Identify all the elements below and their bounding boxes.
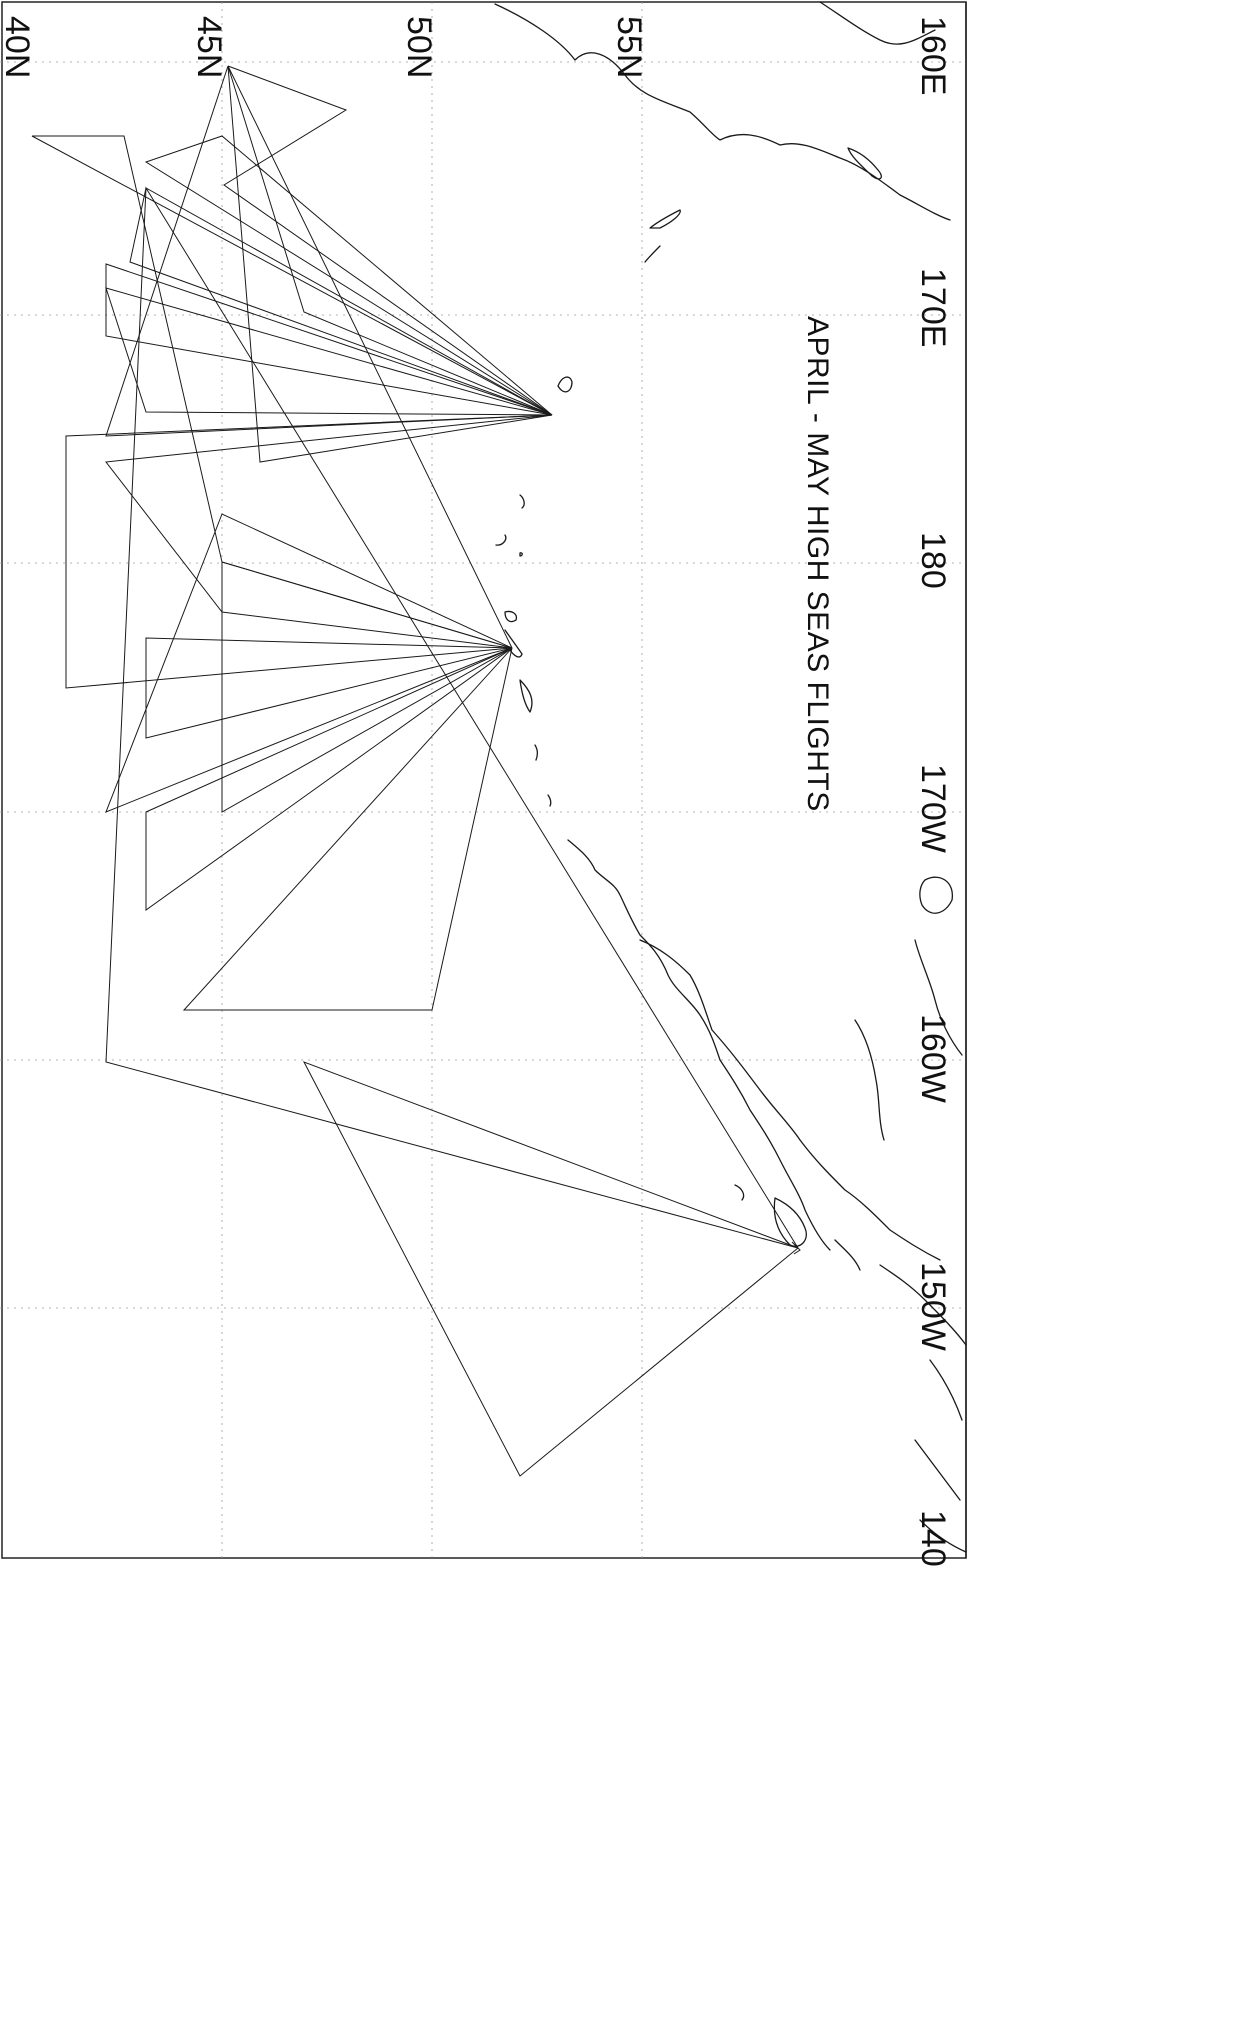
flight-track xyxy=(227,65,553,416)
commander-islands xyxy=(644,209,681,263)
lat-label-55n: 55N xyxy=(610,16,648,78)
flight-track xyxy=(227,65,553,463)
flight-track xyxy=(105,513,513,813)
kodiak-island xyxy=(734,1184,807,1247)
flight-track xyxy=(105,186,799,1249)
flight-tracks xyxy=(31,65,801,1477)
flight-track xyxy=(129,187,553,416)
flight-track xyxy=(791,1241,801,1255)
alaska-peninsula-north xyxy=(639,939,941,1261)
flight-track xyxy=(302,1061,799,1477)
kamchatka-coast xyxy=(494,1,951,221)
flight-track xyxy=(105,287,553,416)
lat-label-40n: 40N xyxy=(0,16,36,78)
lon-label-140: 140 xyxy=(914,1510,952,1567)
nunivak-island xyxy=(919,876,953,914)
latitude-labels: 40N 45N 50N 55N xyxy=(0,16,648,78)
flight-track xyxy=(223,65,553,416)
lon-label-160e: 160E xyxy=(914,16,952,95)
longitude-labels: 160E 170E 180 170W 160W 150W 140 xyxy=(914,16,952,1567)
flight-track xyxy=(182,647,513,1011)
adak-andreanof-islands xyxy=(504,610,552,807)
flight-track xyxy=(227,65,513,649)
lon-label-160w: 160W xyxy=(914,1014,952,1103)
near-islands-rat-islands xyxy=(495,494,525,557)
flight-track xyxy=(65,414,553,689)
flight-track xyxy=(145,637,513,739)
flight-track xyxy=(105,263,553,416)
alaska-peninsula-coast xyxy=(567,839,831,1251)
map-title: APRIL - MAY HIGH SEAS FLIGHTS xyxy=(801,316,834,812)
coastlines xyxy=(494,1,967,1553)
flight-track xyxy=(105,65,553,437)
bristol-bay-coast xyxy=(854,939,963,1141)
flight-track xyxy=(221,561,513,813)
flight-track xyxy=(145,647,513,911)
lat-label-45n: 45N xyxy=(190,16,228,78)
lon-label-170e: 170E xyxy=(914,268,952,347)
attu-island xyxy=(557,376,573,393)
lat-label-50n: 50N xyxy=(400,16,438,78)
lon-label-150w: 150W xyxy=(914,1262,952,1351)
flight-track xyxy=(144,135,553,416)
flight-track xyxy=(105,414,553,649)
karaginsky-island xyxy=(847,147,882,180)
cook-inlet-coast xyxy=(834,1239,967,1553)
lon-label-170w: 170W xyxy=(914,764,952,853)
high-seas-flights-map: APRIL - MAY HIGH SEAS FLIGHTS 160E 170E … xyxy=(0,1,967,1567)
lon-label-180: 180 xyxy=(914,532,952,589)
